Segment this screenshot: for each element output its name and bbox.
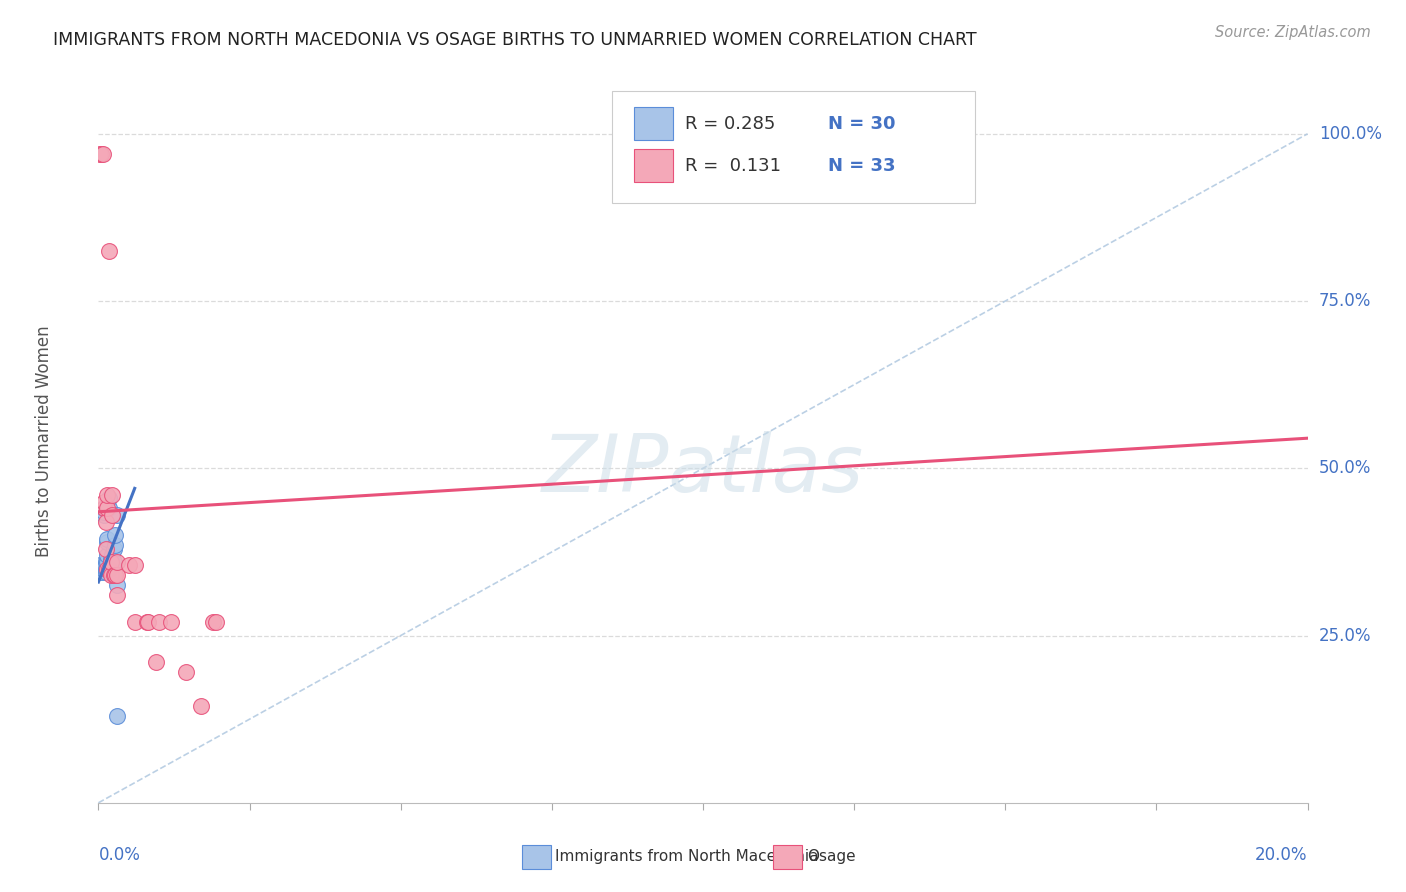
Point [93, 505, 115, 519]
Point [160, 615, 183, 630]
Point [91, 562, 114, 576]
Point [100, 555, 122, 569]
Point [93, 501, 115, 516]
Point [104, 528, 127, 542]
Point [90, 562, 112, 576]
Text: R = 0.285: R = 0.285 [685, 115, 775, 133]
Point [96, 501, 118, 516]
FancyBboxPatch shape [634, 107, 672, 140]
Text: Source: ZipAtlas.com: Source: ZipAtlas.com [1215, 25, 1371, 40]
Point [100, 551, 122, 566]
Text: IMMIGRANTS FROM NORTH MACEDONIA VS OSAGE BIRTHS TO UNMARRIED WOMEN CORRELATION C: IMMIGRANTS FROM NORTH MACEDONIA VS OSAGE… [53, 31, 977, 49]
Point [103, 565, 125, 579]
Point [96, 555, 118, 569]
FancyBboxPatch shape [634, 149, 672, 182]
Point [190, 698, 212, 713]
Text: 0.0%: 0.0% [98, 847, 141, 864]
Point [104, 568, 127, 582]
Point [105, 568, 128, 582]
Point [118, 558, 141, 573]
Point [100, 548, 122, 563]
Text: Births to Unmarried Women: Births to Unmarried Women [35, 326, 53, 558]
Point [98, 562, 121, 576]
Point [96, 532, 118, 546]
Point [98, 501, 121, 516]
Point [105, 508, 128, 523]
Point [135, 615, 157, 630]
FancyBboxPatch shape [613, 91, 976, 203]
Point [100, 558, 122, 573]
Point [124, 615, 146, 630]
Point [100, 562, 122, 576]
FancyBboxPatch shape [773, 845, 803, 870]
Point [96, 534, 118, 549]
Point [100, 488, 122, 502]
Point [103, 568, 125, 582]
Point [94, 565, 117, 579]
Text: Osage: Osage [807, 849, 856, 864]
Point [100, 568, 122, 582]
Point [202, 615, 225, 630]
Point [105, 555, 128, 569]
Point [89, 558, 111, 573]
Point [96, 562, 118, 576]
Point [96, 488, 118, 502]
Point [136, 615, 159, 630]
Point [91, 565, 114, 579]
Point [96, 562, 118, 576]
Text: 50.0%: 50.0% [1319, 459, 1371, 477]
Point [205, 615, 228, 630]
Point [103, 541, 125, 556]
Point [105, 578, 128, 592]
Point [97, 244, 120, 258]
Text: 100.0%: 100.0% [1319, 125, 1382, 143]
Point [90, 147, 112, 161]
Point [89, 565, 111, 579]
Point [103, 555, 125, 569]
Text: R =  0.131: R = 0.131 [685, 156, 780, 175]
Point [94, 541, 117, 556]
Point [96, 515, 118, 529]
Point [98, 491, 121, 506]
Text: N = 30: N = 30 [828, 115, 896, 133]
Point [96, 555, 118, 569]
Text: ZIPatlas: ZIPatlas [541, 432, 865, 509]
Text: 75.0%: 75.0% [1319, 292, 1371, 310]
Text: 20.0%: 20.0% [1256, 847, 1308, 864]
Point [89, 147, 111, 161]
Point [124, 558, 146, 573]
Point [93, 494, 115, 508]
Point [104, 538, 127, 552]
Point [174, 665, 197, 680]
Point [96, 548, 118, 563]
Point [100, 508, 122, 523]
Point [105, 589, 128, 603]
FancyBboxPatch shape [522, 845, 551, 870]
Point [145, 655, 167, 669]
Point [148, 615, 170, 630]
Text: Immigrants from North Macedonia: Immigrants from North Macedonia [555, 849, 818, 864]
Text: 25.0%: 25.0% [1319, 626, 1371, 645]
Point [91, 147, 114, 161]
Point [100, 555, 122, 569]
Point [105, 708, 128, 723]
Point [93, 501, 115, 516]
Point [93, 508, 115, 523]
Text: N = 33: N = 33 [828, 156, 896, 175]
